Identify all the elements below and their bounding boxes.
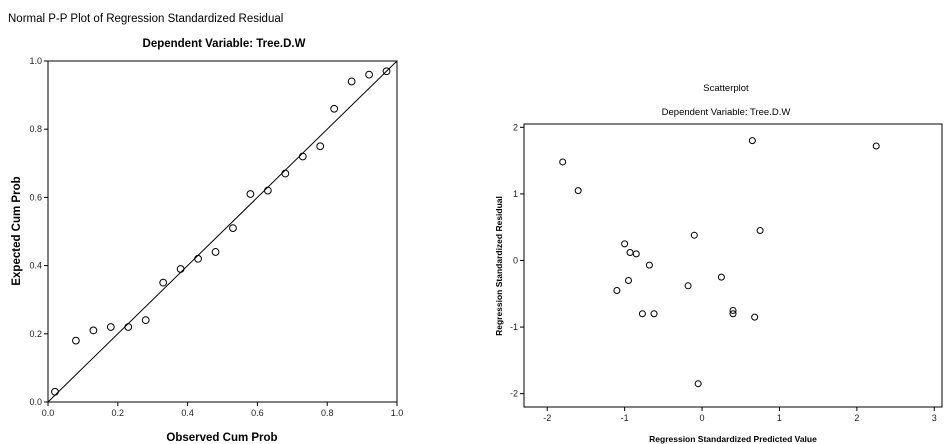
sc-y-tick-label-4: -2 — [510, 389, 518, 399]
sc-point-13 — [717, 273, 725, 281]
pp-x-tick-label-0: 0.0 — [42, 408, 55, 418]
pp-point-3 — [106, 323, 115, 331]
pp-point-1 — [72, 336, 80, 345]
pp-points — [51, 67, 391, 396]
sc-point-7 — [638, 310, 646, 318]
sc-point-2 — [613, 286, 621, 294]
sc-x-tick-label-4: 2 — [854, 413, 859, 423]
sc-point-19 — [872, 142, 880, 150]
pp-point-18 — [365, 70, 373, 79]
pp-point-14 — [298, 152, 307, 161]
scatter-y-axis-label: Regression Standardized Residual — [494, 196, 504, 336]
scatter-subtitle: Dependent Variable: Tree.D.W — [662, 107, 791, 118]
sc-point-3 — [621, 240, 629, 248]
pp-point-17 — [347, 77, 356, 86]
pp-subtitle: Dependent Variable: Tree.D.W — [143, 38, 306, 50]
pp-y-axis-label: Expected Cum Prob — [11, 176, 23, 285]
pp-x-ticks: 0.0 0.2 0.4 0.6 0.8 1.0 — [42, 402, 404, 418]
sc-point-15 — [729, 310, 737, 318]
pp-point-4 — [124, 323, 133, 331]
sc-point-8 — [645, 261, 653, 269]
scatter-points — [559, 137, 880, 388]
pp-x-tick-label-4: 0.8 — [321, 408, 334, 418]
pp-point-12 — [263, 186, 272, 195]
pp-y-tick-label-0: 0.0 — [29, 397, 42, 407]
pp-point-13 — [281, 169, 290, 178]
residual-scatterplot: Scatterplot Dependent Variable: Tree.D.W… — [494, 83, 943, 444]
sc-point-18 — [756, 227, 764, 235]
pp-point-8 — [194, 254, 202, 263]
pp-y-ticks: 0.0 0.2 0.4 0.6 0.8 1.0 — [29, 56, 48, 407]
pp-point-9 — [211, 248, 220, 256]
sc-point-4 — [625, 276, 632, 284]
pp-point-7 — [176, 265, 185, 273]
sc-point-16 — [751, 313, 759, 321]
sc-y-tick-label-0: 2 — [513, 122, 518, 132]
pp-x-tick-label-1: 0.2 — [112, 408, 125, 418]
scatter-y-ticks: 2 1 0 -1 -2 — [510, 122, 524, 399]
pp-plot: Normal P-P Plot of Regression Standardiz… — [8, 13, 403, 444]
pp-point-10 — [229, 224, 237, 232]
pp-y-tick-label-3: 0.6 — [29, 192, 42, 202]
sc-point-11 — [684, 282, 692, 290]
pp-point-15 — [316, 142, 325, 151]
pp-y-tick-label-2: 0.4 — [29, 261, 42, 271]
sc-y-tick-label-2: 0 — [513, 256, 518, 266]
pp-x-axis-label: Observed Cum Prob — [166, 432, 277, 444]
pp-point-16 — [330, 104, 339, 113]
sc-x-tick-label-5: 3 — [932, 413, 937, 423]
sc-point-10 — [690, 231, 698, 239]
pp-x-tick-label-2: 0.4 — [181, 408, 194, 418]
pp-y-tick-label-5: 1.0 — [29, 56, 42, 66]
scatter-plot-area — [523, 123, 943, 408]
pp-x-tick-label-3: 0.6 — [251, 408, 264, 418]
pp-x-tick-label-5: 1.0 — [391, 408, 404, 418]
sc-point-17 — [748, 137, 756, 145]
scatter-x-axis-label: Regression Standardized Predicted Value — [649, 434, 817, 444]
scatter-x-ticks: -2 -1 0 1 2 3 — [543, 407, 937, 423]
pp-point-11 — [246, 190, 255, 198]
pp-point-19 — [382, 67, 391, 76]
pp-point-5 — [141, 316, 150, 325]
sc-point-9 — [650, 310, 658, 318]
sc-x-tick-label-0: -2 — [543, 413, 551, 423]
sc-x-tick-label-3: 1 — [777, 413, 782, 423]
sc-x-tick-label-1: -1 — [621, 413, 629, 423]
sc-point-14 — [729, 306, 737, 314]
pp-point-0 — [51, 387, 59, 396]
pp-title: Normal P-P Plot of Regression Standardiz… — [8, 13, 283, 25]
pp-reference-line — [47, 60, 398, 403]
sc-point-6 — [632, 250, 640, 258]
pp-y-tick-label-4: 0.8 — [29, 124, 42, 134]
sc-y-tick-label-3: -1 — [510, 322, 518, 332]
sc-point-0 — [559, 158, 567, 166]
pp-point-2 — [89, 326, 98, 335]
pp-point-6 — [159, 278, 168, 287]
sc-point-12 — [694, 380, 702, 388]
sc-y-tick-label-1: 1 — [513, 189, 518, 199]
sc-point-1 — [574, 187, 582, 195]
pp-y-tick-label-1: 0.2 — [29, 329, 42, 339]
scatter-title: Scatterplot — [703, 83, 749, 94]
sc-x-tick-label-2: 0 — [700, 413, 705, 423]
